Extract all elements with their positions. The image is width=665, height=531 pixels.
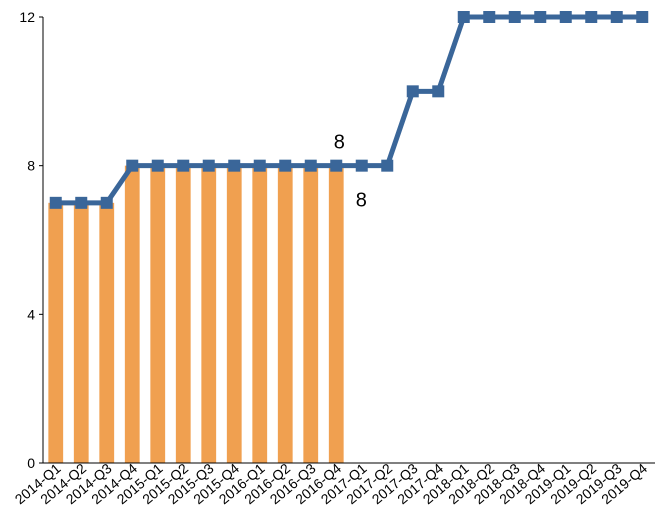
bar xyxy=(73,202,89,464)
line-point-marker xyxy=(508,11,521,23)
data-labels: 88 xyxy=(334,132,367,212)
axes-layer xyxy=(42,17,655,464)
line-point-marker xyxy=(534,11,547,23)
x-tick-labels: 2014-Q12014-Q22014-Q32014-Q42015-Q12015-… xyxy=(12,460,651,507)
line-data-label: 8 xyxy=(334,132,345,154)
line-point-marker xyxy=(559,11,572,23)
bar xyxy=(252,165,268,463)
bar xyxy=(328,165,344,463)
line-point-marker xyxy=(279,159,292,172)
line-point-marker xyxy=(355,159,368,172)
line-point-marker xyxy=(457,11,470,23)
line-point-marker xyxy=(636,11,649,23)
bar xyxy=(48,202,64,464)
bar xyxy=(124,165,140,463)
bar-data-label: 8 xyxy=(356,190,367,212)
line-point-marker xyxy=(585,11,598,23)
line-point-marker xyxy=(432,85,445,98)
y-tick-label: 4 xyxy=(27,306,35,322)
line-point-marker xyxy=(151,159,164,172)
bar xyxy=(201,165,217,463)
y-tick-labels: 0 4 8 12 xyxy=(19,9,43,471)
line-point-marker xyxy=(49,196,62,209)
bar xyxy=(150,165,166,463)
bar xyxy=(99,202,115,464)
line-point-marker xyxy=(253,159,266,172)
y-tick-label: 0 xyxy=(27,455,35,471)
y-tick-label: 12 xyxy=(19,9,35,25)
line-point-marker xyxy=(304,159,317,172)
y-tick-label: 8 xyxy=(27,158,35,174)
line-point-marker xyxy=(126,159,139,172)
line-point-marker xyxy=(228,159,241,172)
series-line xyxy=(55,14,643,206)
line-layer xyxy=(49,11,649,209)
line-point-marker xyxy=(406,85,419,98)
bar xyxy=(303,165,319,463)
line-point-marker xyxy=(381,159,394,172)
line-point-marker xyxy=(610,11,623,23)
line-point-marker xyxy=(100,196,113,209)
line-point-marker xyxy=(202,159,215,172)
line-point-marker xyxy=(483,11,496,23)
line-point-marker xyxy=(177,159,190,172)
bar xyxy=(277,165,293,463)
line-point-marker xyxy=(75,196,88,209)
bar xyxy=(175,165,191,463)
bars-layer xyxy=(48,165,344,464)
bar xyxy=(226,165,242,463)
line-point-marker xyxy=(330,159,343,172)
